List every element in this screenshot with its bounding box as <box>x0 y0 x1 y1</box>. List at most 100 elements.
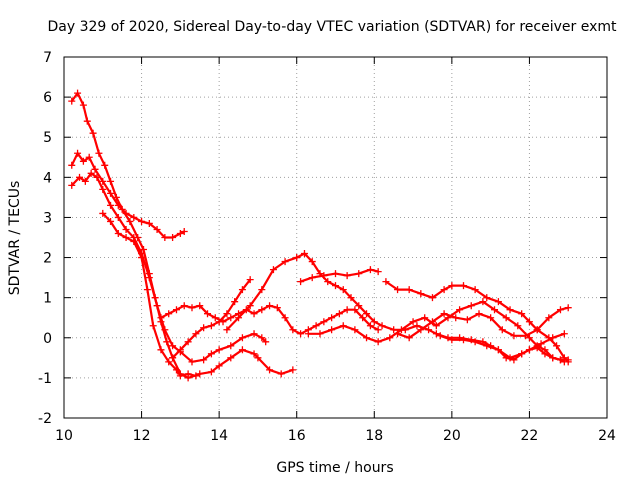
data-point <box>347 294 355 302</box>
data-point <box>502 354 510 362</box>
x-tick-label: 14 <box>210 428 228 444</box>
data-point <box>153 302 161 310</box>
data-point <box>176 346 184 354</box>
data-point <box>250 350 258 358</box>
data-point <box>246 276 254 284</box>
data-point <box>130 213 138 221</box>
data-point <box>277 370 285 378</box>
data-point <box>89 129 97 137</box>
data-point <box>95 149 103 157</box>
data-point <box>355 270 363 278</box>
data-point <box>79 157 87 165</box>
data-point <box>157 314 165 322</box>
data-point <box>343 272 351 280</box>
data-point <box>297 330 305 338</box>
data-point <box>180 302 188 310</box>
x-axis-label: GPS time / hours <box>276 460 393 476</box>
data-point <box>417 326 425 334</box>
data-point <box>262 338 270 346</box>
data-point <box>204 310 212 318</box>
data-point <box>308 258 316 266</box>
series-line <box>225 252 566 359</box>
data-point <box>68 181 76 189</box>
data-point <box>390 326 398 334</box>
data-point <box>68 97 76 105</box>
data-point <box>479 338 487 346</box>
data-point <box>266 366 274 374</box>
data-point <box>405 286 413 294</box>
data-point <box>85 153 93 161</box>
data-point <box>456 334 464 342</box>
data-point <box>169 342 177 350</box>
axis-ticks <box>63 56 608 419</box>
y-tick-label: 2 <box>43 251 52 267</box>
data-point <box>176 372 184 380</box>
data-point <box>440 286 448 294</box>
data-point <box>227 342 235 350</box>
data-point <box>487 342 495 350</box>
data-point <box>211 314 219 322</box>
data-point <box>293 254 301 262</box>
data-point <box>140 246 148 254</box>
grid-lines <box>64 57 607 418</box>
data-point <box>549 354 557 362</box>
data-point <box>87 169 95 177</box>
data-point <box>440 310 448 318</box>
data-point <box>425 326 433 334</box>
data-point <box>149 322 157 330</box>
series-arc-5 <box>157 302 382 338</box>
y-axis-label: SDTVAR / TECUs <box>7 181 23 296</box>
data-point <box>409 318 417 326</box>
x-tick-label: 10 <box>55 428 73 444</box>
data-point <box>366 322 374 330</box>
series-arc-6 <box>169 276 254 362</box>
data-point <box>269 266 277 274</box>
data-point <box>250 330 258 338</box>
data-point <box>324 278 332 286</box>
data-point <box>200 324 208 332</box>
data-point <box>68 161 76 169</box>
data-point <box>545 334 553 342</box>
data-point <box>444 334 452 342</box>
data-point <box>355 302 363 310</box>
data-point <box>101 161 109 169</box>
data-point <box>122 234 130 241</box>
data-point <box>339 322 347 330</box>
data-point <box>448 282 456 290</box>
data-point <box>250 310 258 318</box>
data-point <box>312 322 320 330</box>
data-point <box>339 286 347 294</box>
data-series-layer <box>68 89 572 382</box>
data-point <box>192 330 200 338</box>
data-point <box>172 366 180 374</box>
data-point <box>343 306 351 314</box>
data-point <box>417 290 425 298</box>
data-point <box>428 294 436 302</box>
data-point <box>479 298 487 306</box>
data-point <box>235 314 243 322</box>
data-point <box>74 89 82 97</box>
data-point <box>93 173 101 181</box>
data-point <box>107 189 115 197</box>
data-point <box>200 356 208 364</box>
data-point <box>184 370 192 378</box>
data-point <box>246 302 254 310</box>
series-line <box>435 332 570 361</box>
data-point <box>366 266 374 274</box>
data-point <box>471 286 479 294</box>
data-point <box>122 225 130 233</box>
data-point <box>370 318 378 326</box>
data-point <box>223 310 231 318</box>
data-point <box>289 326 297 334</box>
x-tick-label: 24 <box>598 428 616 444</box>
y-tick-label: -2 <box>38 411 52 427</box>
data-point <box>99 209 107 217</box>
data-point <box>541 350 549 358</box>
data-point <box>452 314 460 322</box>
data-point <box>281 258 289 266</box>
data-point <box>386 334 394 342</box>
data-point <box>289 366 297 374</box>
data-point <box>374 338 382 346</box>
data-point <box>428 318 436 326</box>
